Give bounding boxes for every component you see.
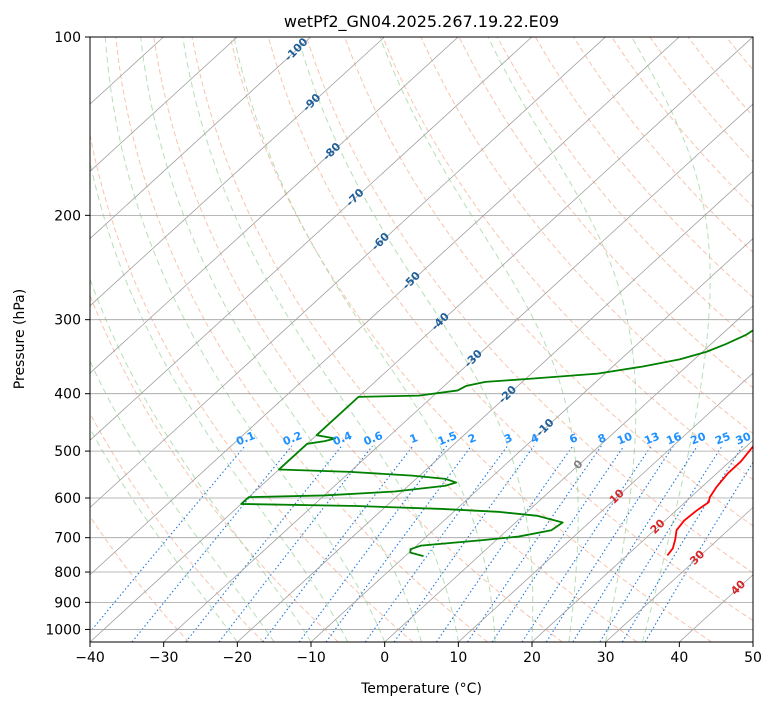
x-axis-ticks: −40 −30 −20 −10 0 10 20 30 40 50 (75, 642, 762, 666)
mixing-ratio-line (521, 445, 652, 642)
dry-adiabat (90, 412, 264, 642)
dry-adiabat (382, 37, 753, 481)
x-tick-label: −30 (149, 650, 179, 666)
isotherm-line (310, 238, 753, 642)
x-tick-label: 30 (597, 650, 615, 666)
dry-adiabat (115, 37, 488, 642)
mixing-ratio-label: 30 (734, 430, 753, 448)
mixing-ratio-line (90, 445, 246, 633)
isotherm-line (531, 439, 753, 642)
isotherm-line (237, 170, 753, 642)
dry-adiabat (153, 37, 563, 642)
mixing-ratio-label: 25 (713, 430, 732, 448)
isotherm-line (90, 37, 238, 172)
x-tick-label: 10 (449, 650, 467, 666)
x-axis-label: Temperature (°C) (360, 681, 482, 697)
mixing-ratio-line (262, 445, 414, 642)
isotherm-line (163, 103, 753, 642)
dry-adiabat (420, 37, 753, 435)
mixing-ratio-line (467, 445, 602, 642)
mixing-ratio-label: 13 (642, 430, 661, 448)
moist-adiabat (104, 37, 386, 642)
y-tick-label: 400 (54, 387, 81, 403)
mixing-ratio-label: 2 (466, 431, 478, 446)
mixing-ratio-label: 3 (502, 431, 514, 446)
y-tick-label: 600 (54, 491, 81, 507)
y-tick-label: 200 (54, 208, 81, 224)
isotherm-line (90, 37, 606, 509)
moist-adiabat (182, 37, 459, 642)
moist-adiabat (90, 359, 275, 642)
y-axis-label: Pressure (hPa) (12, 289, 28, 389)
y-tick-label: 100 (54, 30, 81, 46)
isotherm-lines (90, 37, 753, 642)
isotherm-line (605, 506, 753, 642)
y-tick-label: 300 (54, 313, 81, 329)
y-tick-label: 800 (54, 565, 81, 581)
dry-adiabat (534, 37, 753, 298)
mixing-ratio-label: 8 (596, 431, 608, 446)
isotherm-line (384, 305, 753, 642)
dry-adiabat (496, 37, 753, 344)
mixing-ratio-label: 1 (408, 431, 420, 446)
y-tick-label: 1000 (45, 622, 81, 638)
moist-adiabat (379, 37, 579, 642)
x-tick-label: 20 (523, 650, 541, 666)
isotherm-line (90, 37, 680, 576)
mixing-ratio-label: 10 (615, 430, 634, 448)
isotherm-line (458, 372, 753, 642)
isotherm-line (90, 37, 385, 307)
y-tick-label: 700 (54, 531, 81, 547)
mixing-ratio-lines (90, 445, 753, 642)
mixing-ratio-line (218, 445, 373, 642)
isotherm-line (90, 37, 533, 441)
dry-adiabat (229, 37, 712, 642)
isotherm-line (90, 37, 459, 374)
mixing-ratio-line (644, 461, 753, 642)
x-tick-label: 40 (670, 650, 688, 666)
x-tick-label: −10 (296, 650, 326, 666)
moist-adiabat (90, 427, 238, 642)
temperature-profile (666, 444, 753, 556)
dry-adiabat (191, 37, 638, 642)
mixing-ratio-line (491, 445, 625, 642)
x-tick-label: −20 (223, 650, 253, 666)
mixing-ratio-label: 16 (664, 430, 683, 448)
moist-adiabat (90, 159, 349, 642)
moist-adiabat (487, 37, 637, 642)
mixing-ratio-line (545, 445, 674, 642)
mixing-ratio-line (599, 445, 723, 642)
y-tick-label: 500 (54, 444, 81, 460)
moist-adiabat (233, 37, 496, 642)
mixing-ratio-line (364, 445, 508, 642)
x-tick-label: 0 (380, 650, 389, 666)
isotherm-line (90, 37, 753, 642)
mixing-ratio-line (298, 445, 448, 642)
x-tick-label: 50 (744, 650, 762, 666)
moist-adiabat (140, 37, 422, 642)
isotherm-line (90, 37, 312, 240)
y-axis-ticks: 1000 900 800 700 600 500 400 300 200 100 (45, 30, 90, 638)
moist-adiabat (297, 37, 534, 642)
dewpoint-profile (240, 329, 753, 557)
sounding-profiles (240, 329, 753, 557)
mixing-ratio-line (185, 445, 343, 642)
axes-frame (89, 36, 754, 643)
pressure-gridlines (90, 37, 753, 630)
mixing-ratio-line (572, 445, 698, 642)
mixing-ratio-label: 20 (689, 430, 708, 448)
chart-title: wetPf2_GN04.2025.267.19.22.E09 (284, 12, 559, 32)
dry-adiabat (305, 37, 753, 574)
moist-adiabat (631, 37, 711, 642)
mixing-ratio-line (435, 445, 574, 642)
x-tick-label: −40 (75, 650, 105, 666)
dry-adiabat (267, 37, 753, 622)
y-tick-label: 900 (54, 595, 81, 611)
